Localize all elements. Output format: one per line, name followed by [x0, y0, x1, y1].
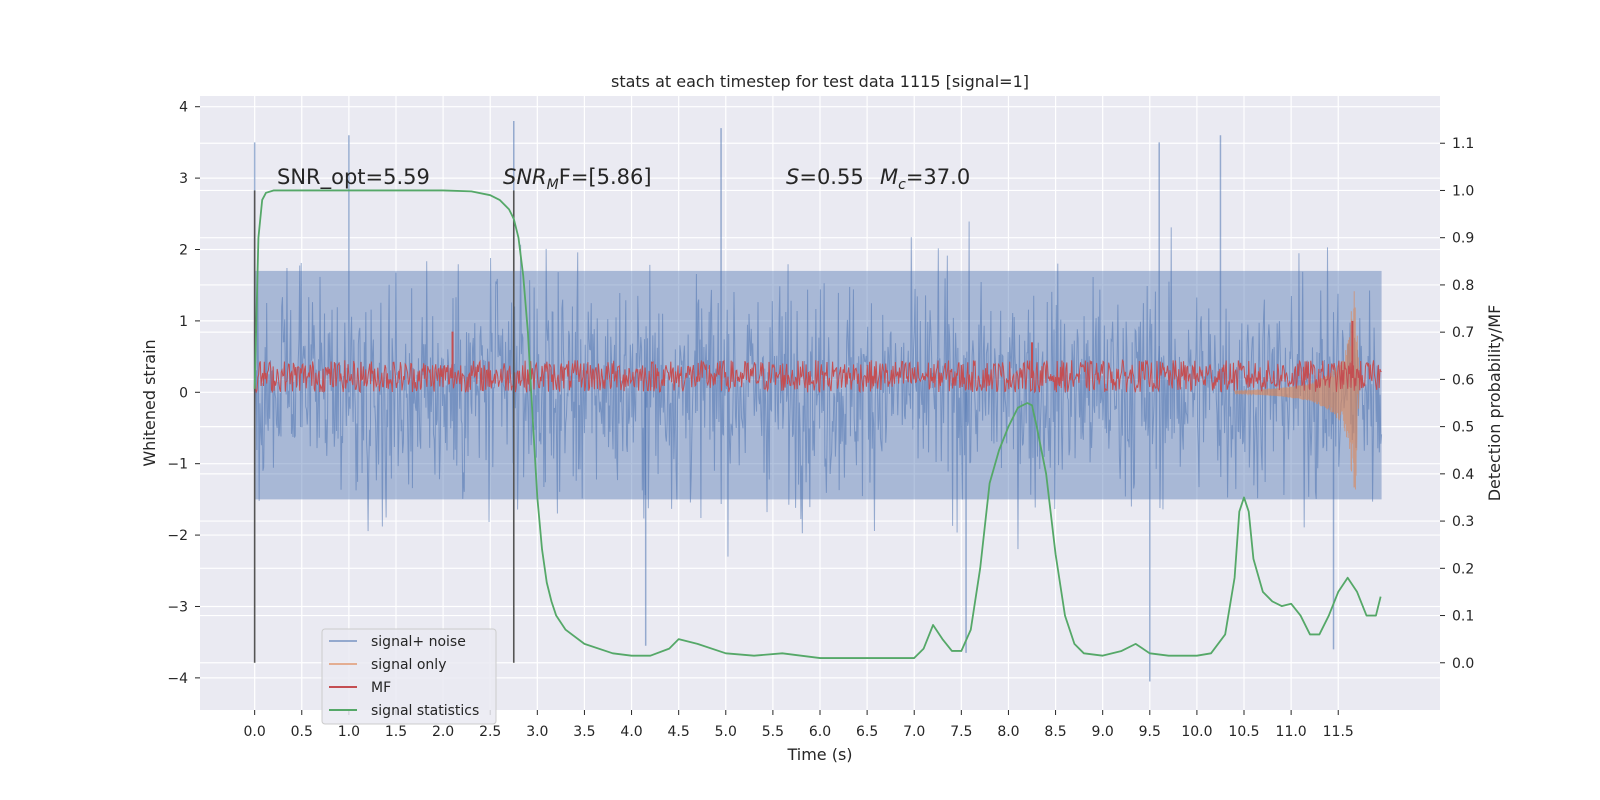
x-tick-label: 10.0 — [1181, 724, 1212, 740]
x-tick-label: 4.5 — [668, 724, 690, 740]
x-tick-label: 11.0 — [1276, 724, 1307, 740]
annotation-mc-sym: M — [880, 165, 898, 189]
legend: signal+ noise signal only MF signal stat… — [321, 628, 497, 725]
y-axis-ticks: −4 −3 −2 −1 0 1 2 3 4 — [167, 100, 200, 687]
y-tick-label: 1 — [179, 314, 188, 330]
y-tick-label: 3 — [179, 171, 188, 187]
x-tick-label: 7.0 — [903, 724, 925, 740]
vertical-markers — [253, 190, 515, 663]
legend-label-signal-only: signal only — [371, 657, 446, 673]
series-signal-statistics — [253, 189, 1382, 659]
x-tick-label: 2.0 — [432, 724, 454, 740]
x-tick-label: 5.0 — [715, 724, 737, 740]
x-tick-label: 6.5 — [856, 724, 878, 740]
series-mf — [254, 320, 1382, 394]
y2-tick-label: 1.0 — [1452, 183, 1474, 199]
y-tick-label: 0 — [179, 385, 188, 401]
chart-title: stats at each timestep for test data 111… — [611, 72, 1029, 91]
y2-tick-label: 0.5 — [1452, 420, 1474, 436]
y2-tick-label: 1.1 — [1452, 136, 1474, 152]
annotation-mc-val: =37.0 — [906, 165, 970, 189]
annotation-snr-mf: SNRMF=[5.86] — [503, 165, 652, 193]
x-tick-label: 0.5 — [291, 724, 313, 740]
annotation-s-sym: S — [786, 165, 799, 189]
x-tick-label: 5.5 — [762, 724, 784, 740]
y2-axis-label: Detection probability/MF — [1485, 305, 1504, 502]
x-tick-label: 3.0 — [526, 724, 548, 740]
y2-tick-label: 0.3 — [1452, 514, 1474, 530]
y-tick-label: −1 — [167, 457, 188, 473]
x-tick-label: 1.0 — [338, 724, 360, 740]
annotation-snr-opt: SNR_opt=5.59 — [277, 165, 430, 190]
y-tick-label: −2 — [167, 528, 188, 544]
legend-label-signal-noise: signal+ noise — [371, 634, 466, 650]
annotation-s-val: =0.55 — [799, 165, 863, 189]
signal-statistics-line — [253, 189, 1382, 659]
y2-tick-label: 0.7 — [1452, 325, 1474, 341]
legend-label-signal-statistics: signal statistics — [371, 703, 479, 719]
x-tick-label: 9.0 — [1092, 724, 1114, 740]
y2-tick-label: 0.1 — [1452, 609, 1474, 625]
x-tick-label: 10.5 — [1228, 724, 1259, 740]
annotation-s: S=0.55 — [786, 165, 864, 189]
y2-tick-label: 0.6 — [1452, 372, 1474, 388]
annotation-snr-mf-main: SNR — [503, 165, 547, 189]
y2-tick-label: 0.2 — [1452, 561, 1474, 577]
x-tick-label: 1.5 — [385, 724, 407, 740]
x-tick-label: 7.5 — [950, 724, 972, 740]
annotation-mc-sub: c — [898, 177, 906, 193]
annotation-snr-mf-sub: M — [547, 177, 559, 193]
x-tick-label: 9.5 — [1139, 724, 1161, 740]
x-tick-label: 8.5 — [1044, 724, 1066, 740]
x-tick-label: 11.5 — [1323, 724, 1354, 740]
y2-tick-label: 0.8 — [1452, 278, 1474, 294]
x-axis-label: Time (s) — [786, 745, 852, 764]
y2-tick-label: 0.9 — [1452, 231, 1474, 247]
y2-tick-label: 0.0 — [1452, 656, 1474, 672]
legend-label-mf: MF — [371, 680, 391, 696]
x-tick-label: 2.5 — [479, 724, 501, 740]
y-tick-label: 2 — [179, 243, 188, 259]
x-tick-label: 3.5 — [573, 724, 595, 740]
y2-tick-label: 0.4 — [1452, 467, 1474, 483]
x-tick-label: 4.0 — [620, 724, 642, 740]
x-axis-ticks: 0.0 0.5 1.0 1.5 2.0 2.5 3.0 3.5 4.0 4.5 5.0 5.5 6.0 6… — [244, 710, 1354, 740]
x-tick-label: 0.0 — [244, 724, 266, 740]
annotation-snr-mf-rest: F=[5.86] — [559, 165, 652, 189]
legend-box — [321, 628, 497, 725]
y-axis-label: Whitened strain — [140, 339, 159, 466]
annotations: SNR_opt=5.59 SNRMF=[5.86] S=0.55 Mc=37.0 — [277, 165, 970, 193]
mf-trace — [254, 358, 1382, 394]
y2-axis-ticks: 0.0 0.1 0.2 0.3 0.4 0.5 0.6 0.7 0.8 0.9 1.0 1.1 — [1440, 136, 1474, 672]
y-tick-label: −4 — [167, 671, 188, 687]
noise-trace — [254, 221, 1383, 557]
x-tick-label: 8.0 — [997, 724, 1019, 740]
annotation-mc: Mc=37.0 — [880, 165, 970, 193]
y-tick-label: 4 — [179, 100, 188, 116]
x-tick-label: 6.0 — [809, 724, 831, 740]
y-tick-label: −3 — [167, 599, 188, 615]
